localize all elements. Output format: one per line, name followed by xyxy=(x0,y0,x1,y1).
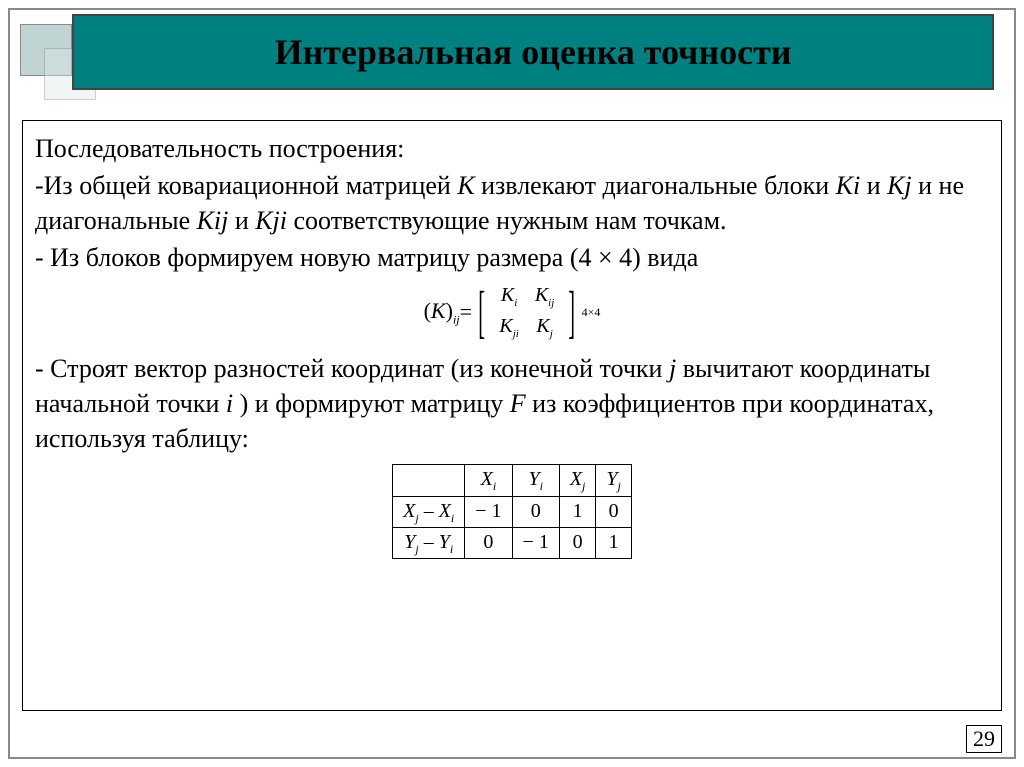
matrix: [ Ki Kij Kji Kj ] xyxy=(472,281,582,343)
var-F: F xyxy=(510,389,526,418)
text: извлекают диагональные блоки xyxy=(475,171,836,200)
row-header: Xj – Xi xyxy=(393,496,465,527)
col-header: Xj xyxy=(559,465,596,496)
text: - Строят вектор разностей координат (из … xyxy=(35,354,669,383)
cell: K xyxy=(499,315,512,337)
var-K: K xyxy=(431,298,446,323)
title-banner: Интервальная оценка точности xyxy=(72,14,994,90)
bracket-left-icon: [ xyxy=(478,287,485,337)
formula-lhs: (K)ij xyxy=(424,296,460,328)
matrix-size: 4×4 xyxy=(582,304,601,320)
text: -Из общей ковариационной матрицей xyxy=(35,171,457,200)
coefficient-table-wrap: Xi Yi Xj Yj Xj – Xi − 1 0 1 0 Yj – Yi 0 … xyxy=(35,464,989,559)
cell: − 1 xyxy=(512,527,559,558)
var-Ki: Кi xyxy=(836,171,861,200)
intro-line: Последовательность построения: xyxy=(35,131,989,166)
matrix-body: Ki Kij Kji Kj xyxy=(491,281,562,343)
sub: j xyxy=(550,328,553,340)
equals-sign: = xyxy=(460,297,472,327)
slide-title: Интервальная оценка точности xyxy=(274,31,791,73)
row-header: Yj – Yi xyxy=(393,527,465,558)
cell: 0 xyxy=(512,496,559,527)
matrix-formula: (K)ij = [ Ki Kij Kji Kj ] 4×4 xyxy=(35,281,989,343)
page-number: 29 xyxy=(966,725,1002,753)
table-row: Xj – Xi − 1 0 1 0 xyxy=(393,496,632,527)
cell: − 1 xyxy=(465,496,512,527)
cell: 1 xyxy=(559,496,596,527)
cell: K xyxy=(535,284,548,306)
col-header: Yi xyxy=(512,465,559,496)
text: соответствующие нужным нам точкам. xyxy=(287,206,727,235)
paragraph-2: - Из блоков формируем новую матрицу разм… xyxy=(35,240,989,275)
cell: 1 xyxy=(596,527,631,558)
table-row: Yj – Yi 0 − 1 0 1 xyxy=(393,527,632,558)
text: и xyxy=(228,206,255,235)
var-Kij: Кij xyxy=(197,206,229,235)
paragraph-3: - Строят вектор разностей координат (из … xyxy=(35,351,989,456)
cell: 0 xyxy=(465,527,512,558)
col-header: Yj xyxy=(596,465,631,496)
cell: 0 xyxy=(559,527,596,558)
cell: K xyxy=(501,284,514,306)
sub: ij xyxy=(548,297,554,309)
bracket-right-icon: ] xyxy=(569,287,576,337)
header-empty xyxy=(393,465,465,496)
content-area: Последовательность построения: -Из общей… xyxy=(22,120,1002,711)
col-header: Xi xyxy=(465,465,512,496)
sub: ji xyxy=(513,328,519,340)
paren-close: ) xyxy=(446,298,453,323)
text: ) и формируют матрицу xyxy=(233,389,510,418)
var-Kji: Кji xyxy=(255,206,287,235)
table-row: Xi Yi Xj Yj xyxy=(393,465,632,496)
paren-open: ( xyxy=(424,298,431,323)
cell: K xyxy=(536,315,549,337)
var-Kj: Кj xyxy=(887,171,912,200)
var-K: К xyxy=(457,171,474,200)
coefficient-table: Xi Yi Xj Yj Xj – Xi − 1 0 1 0 Yj – Yi 0 … xyxy=(392,464,632,559)
paragraph-1: -Из общей ковариационной матрицей К извл… xyxy=(35,168,989,238)
text: и xyxy=(860,171,887,200)
cell: 0 xyxy=(596,496,631,527)
sub: i xyxy=(514,297,517,309)
subscript: ij xyxy=(453,313,460,327)
